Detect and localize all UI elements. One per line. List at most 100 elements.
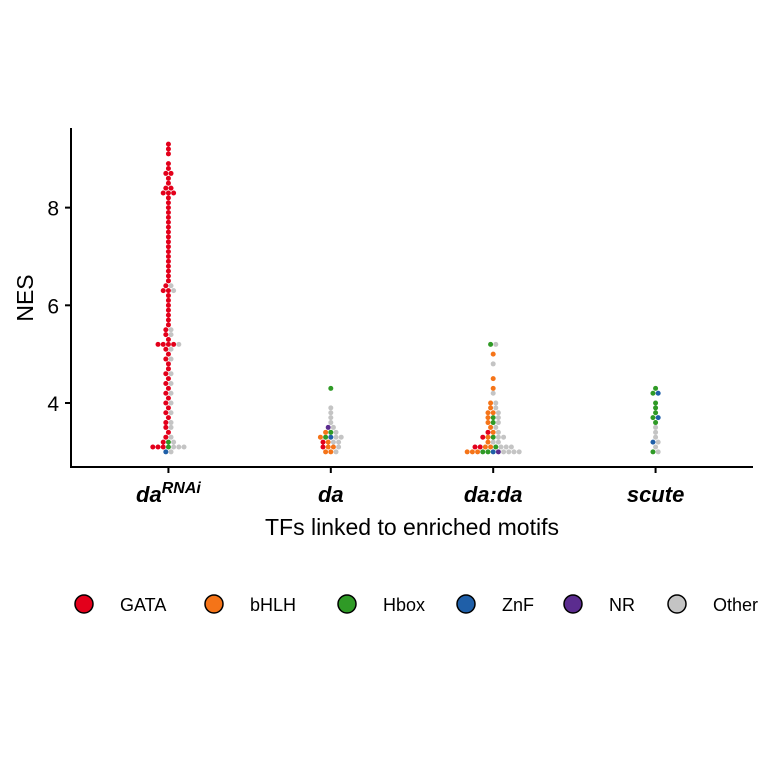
dot <box>165 273 171 279</box>
dot <box>464 449 470 455</box>
dot <box>168 371 174 377</box>
dot <box>150 444 156 450</box>
dot <box>485 439 491 445</box>
dot <box>168 327 174 333</box>
legend-label: bHLH <box>250 595 296 615</box>
x-tick-label: scute <box>627 482 684 507</box>
dot <box>163 346 169 352</box>
dot <box>165 337 171 343</box>
dot <box>506 449 512 455</box>
dot <box>165 214 171 220</box>
legend-marker <box>667 594 687 614</box>
dot <box>653 444 659 450</box>
dot <box>165 200 171 206</box>
dot <box>498 444 504 450</box>
dot <box>650 415 656 421</box>
dot <box>165 146 171 152</box>
dot <box>490 415 496 421</box>
dot <box>475 449 481 455</box>
dot <box>163 434 169 440</box>
dot <box>330 439 336 445</box>
dot <box>338 434 344 440</box>
dot <box>653 424 659 430</box>
dot <box>328 420 334 426</box>
dot <box>163 327 169 333</box>
dot <box>488 405 494 411</box>
dot <box>495 439 501 445</box>
dot <box>165 210 171 216</box>
dot <box>488 341 494 347</box>
dot <box>490 390 496 396</box>
dot <box>171 439 177 445</box>
dot <box>495 429 501 435</box>
dot <box>477 444 483 450</box>
dot <box>165 151 171 157</box>
dot <box>325 424 331 430</box>
dot <box>485 449 491 455</box>
dot <box>330 444 336 450</box>
dot <box>165 205 171 211</box>
dot <box>165 297 171 303</box>
dot <box>333 449 339 455</box>
dot <box>165 322 171 328</box>
dot <box>516 449 522 455</box>
y-axis-title: NES <box>12 274 38 321</box>
dot <box>168 449 174 455</box>
dot <box>328 405 334 411</box>
dot <box>485 410 491 416</box>
dot <box>490 429 496 435</box>
x-tick-label-superscript: RNAi <box>162 480 202 497</box>
dot <box>165 239 171 245</box>
dot <box>163 170 169 176</box>
dot <box>168 420 174 426</box>
dot <box>168 332 174 338</box>
dot <box>160 190 166 196</box>
dot <box>165 307 171 313</box>
dot <box>485 420 491 426</box>
dot <box>501 449 507 455</box>
dot <box>165 253 171 259</box>
dot <box>165 278 171 284</box>
dot <box>511 449 517 455</box>
dot <box>163 400 169 406</box>
dot <box>336 444 342 450</box>
dot <box>650 439 656 445</box>
dot <box>171 190 177 196</box>
dot <box>325 444 331 450</box>
dot <box>165 258 171 264</box>
dot <box>168 390 174 396</box>
dot <box>333 434 339 440</box>
dot <box>490 351 496 357</box>
dot <box>490 439 496 445</box>
dot <box>165 268 171 274</box>
dot <box>469 449 475 455</box>
dot <box>490 420 496 426</box>
dot <box>163 424 169 430</box>
dot <box>653 400 659 406</box>
dot <box>490 434 496 440</box>
dot <box>653 429 659 435</box>
dot <box>323 449 329 455</box>
dot <box>165 263 171 269</box>
dot <box>165 351 171 357</box>
dot <box>165 229 171 235</box>
dot <box>325 439 331 445</box>
dot <box>165 244 171 250</box>
dot <box>165 161 171 167</box>
dot <box>480 449 486 455</box>
dot <box>320 439 326 445</box>
dot <box>165 234 171 240</box>
dot <box>163 420 169 426</box>
dot <box>328 410 334 416</box>
dot <box>490 410 496 416</box>
dot <box>493 341 499 347</box>
dot <box>493 424 499 430</box>
dot <box>472 444 478 450</box>
dot <box>165 219 171 225</box>
dot <box>165 415 171 421</box>
dot <box>171 288 177 294</box>
dot <box>165 361 171 367</box>
dot <box>503 444 509 450</box>
legend-marker <box>337 594 357 614</box>
